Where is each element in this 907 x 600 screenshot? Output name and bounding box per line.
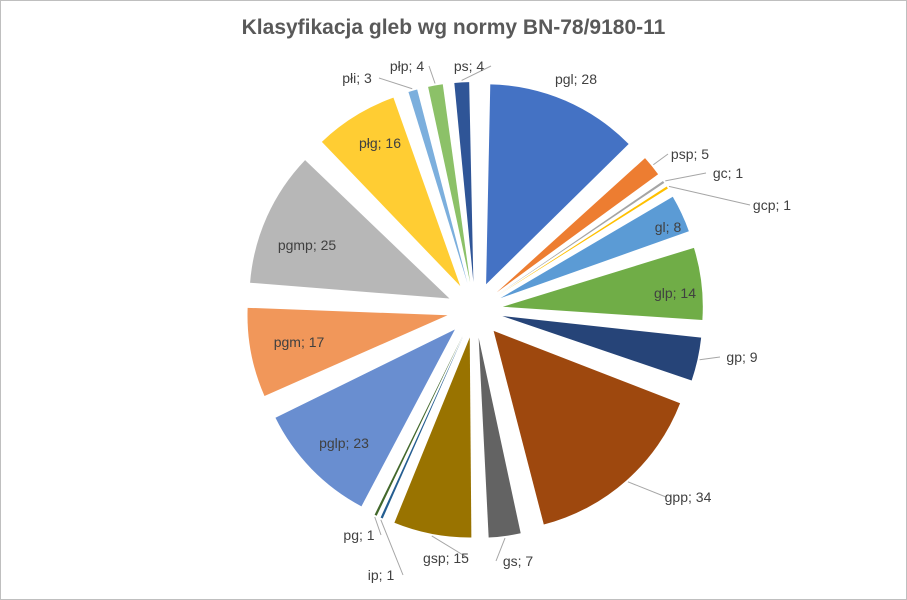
data-label-glp: glp; 14 (654, 285, 696, 301)
leader-line-gsp (431, 535, 469, 559)
data-label-gpp: gpp; 34 (665, 489, 712, 505)
chart-title: Klasyfikacja gleb wg normy BN-78/9180-11 (241, 16, 666, 39)
data-label-płg: płg; 16 (359, 135, 401, 151)
leader-line-płp (428, 65, 436, 84)
pie-slice-gpp (493, 330, 681, 525)
leader-line-gpp (627, 481, 667, 498)
data-label-ip: ip; 1 (368, 567, 395, 583)
data-label-gp: gp; 9 (726, 349, 757, 365)
data-label-pgm: pgm; 17 (274, 334, 325, 350)
leader-line-gp (699, 356, 721, 361)
leader-line-płi (378, 77, 413, 90)
leader-line-gs (495, 537, 506, 562)
pie-slice-ip (380, 335, 464, 519)
data-label-gl: gl; 8 (655, 219, 682, 235)
data-label-gc: gc; 1 (713, 165, 744, 181)
pie-slice-psp (496, 158, 659, 293)
data-label-gs: gs; 7 (503, 553, 534, 569)
pie-slice-ps (454, 82, 474, 283)
pie-slice-płp (428, 84, 471, 283)
data-label-pg: pg; 1 (343, 527, 374, 543)
leader-line-ps (461, 65, 492, 81)
data-label-ps: ps; 4 (454, 58, 485, 74)
data-label-gsp: gsp; 15 (423, 550, 469, 566)
pie-slice-gsp (394, 337, 472, 538)
pie-slice-pgmp (250, 160, 450, 299)
pie-slice-pg (374, 335, 463, 516)
leader-line-gcp (668, 185, 751, 206)
data-label-pgmp: pgmp; 25 (278, 237, 337, 253)
pie-slice-płg (321, 97, 461, 287)
pie-slice-pgl (486, 84, 629, 285)
pie-slice-glp (502, 247, 703, 321)
data-label-pglp: pglp; 23 (319, 435, 369, 451)
data-label-płp: płp; 4 (390, 58, 424, 74)
data-label-płi: płi; 3 (342, 70, 372, 86)
pie-slice-gc (498, 180, 665, 295)
data-label-pgl: pgl; 28 (555, 71, 597, 87)
leader-line-pg (374, 516, 382, 536)
pie-slice-pgm (247, 307, 448, 396)
leader-line-ip (380, 519, 404, 576)
pie-slice-płi (408, 89, 468, 284)
data-label-psp: psp; 5 (671, 146, 709, 162)
pie-slice-gl (500, 196, 689, 299)
leader-line-gc (665, 172, 707, 182)
pie-slice-gcp (498, 186, 668, 295)
pie-slice-pglp (275, 329, 455, 507)
pie-slice-gp (502, 316, 702, 381)
pie-slice-gs (478, 337, 521, 538)
data-label-gcp: gcp; 1 (753, 197, 791, 213)
leader-line-psp (653, 153, 669, 166)
